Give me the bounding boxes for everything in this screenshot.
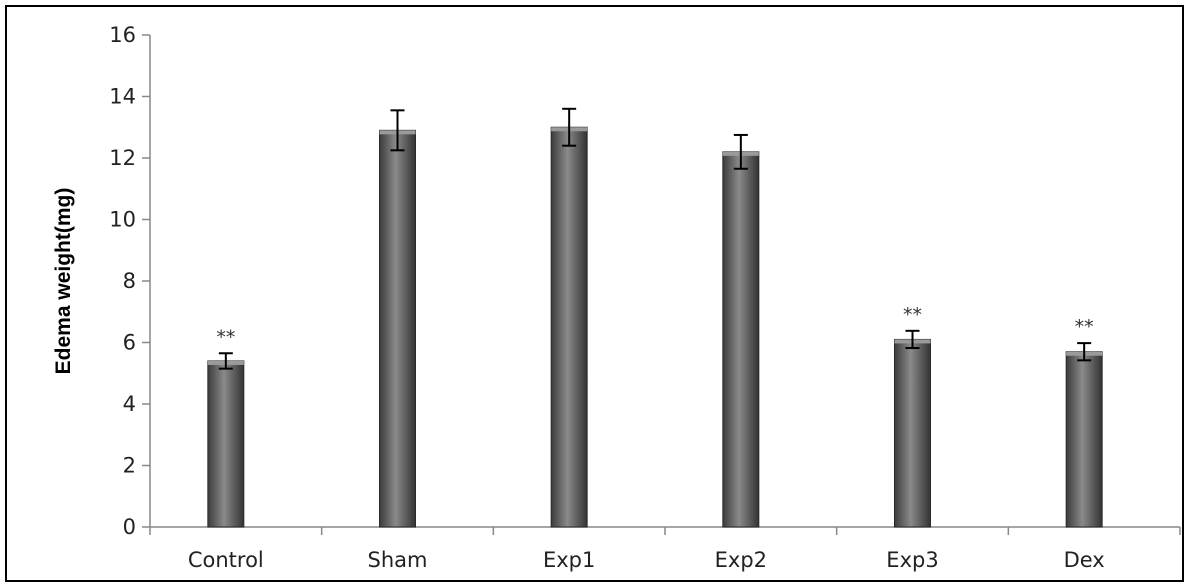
y-axis-label: Edema weight(mg) [52, 188, 75, 375]
bar [550, 126, 588, 528]
y-tick-label: 14 [109, 85, 136, 109]
chart-frame [5, 5, 1184, 582]
x-tick-label: Control [188, 548, 264, 572]
y-tick-label: 0 [123, 515, 136, 539]
x-tick-label: Exp2 [715, 548, 767, 572]
y-tick-label: 16 [109, 23, 136, 47]
bar [379, 129, 416, 528]
y-tick-label: 12 [109, 146, 136, 170]
significance-label: ** [1075, 316, 1094, 338]
bar [894, 338, 931, 528]
axes: 0 2 4 6 8 10 12 14 16 [109, 23, 1181, 539]
bar [1065, 351, 1103, 528]
significance-label: ** [216, 326, 235, 348]
bar [722, 151, 760, 528]
y-tick-label: 2 [123, 454, 136, 478]
y-tick-label: 4 [123, 392, 136, 416]
y-tick-label: 8 [123, 269, 136, 293]
x-tick-label: Dex [1064, 548, 1105, 572]
labels: ** Control Sham Exp1 Exp2 ** Exp3 ** Dex [188, 304, 1105, 572]
bars [207, 107, 1103, 528]
x-tick-label: Sham [368, 548, 428, 572]
significance-label: ** [903, 304, 922, 326]
x-tick-label: Exp1 [543, 548, 595, 572]
bar [207, 360, 245, 528]
y-tick-label: 6 [123, 331, 136, 355]
x-tick-label: Exp3 [886, 548, 938, 572]
y-tick-label: 10 [109, 208, 136, 232]
